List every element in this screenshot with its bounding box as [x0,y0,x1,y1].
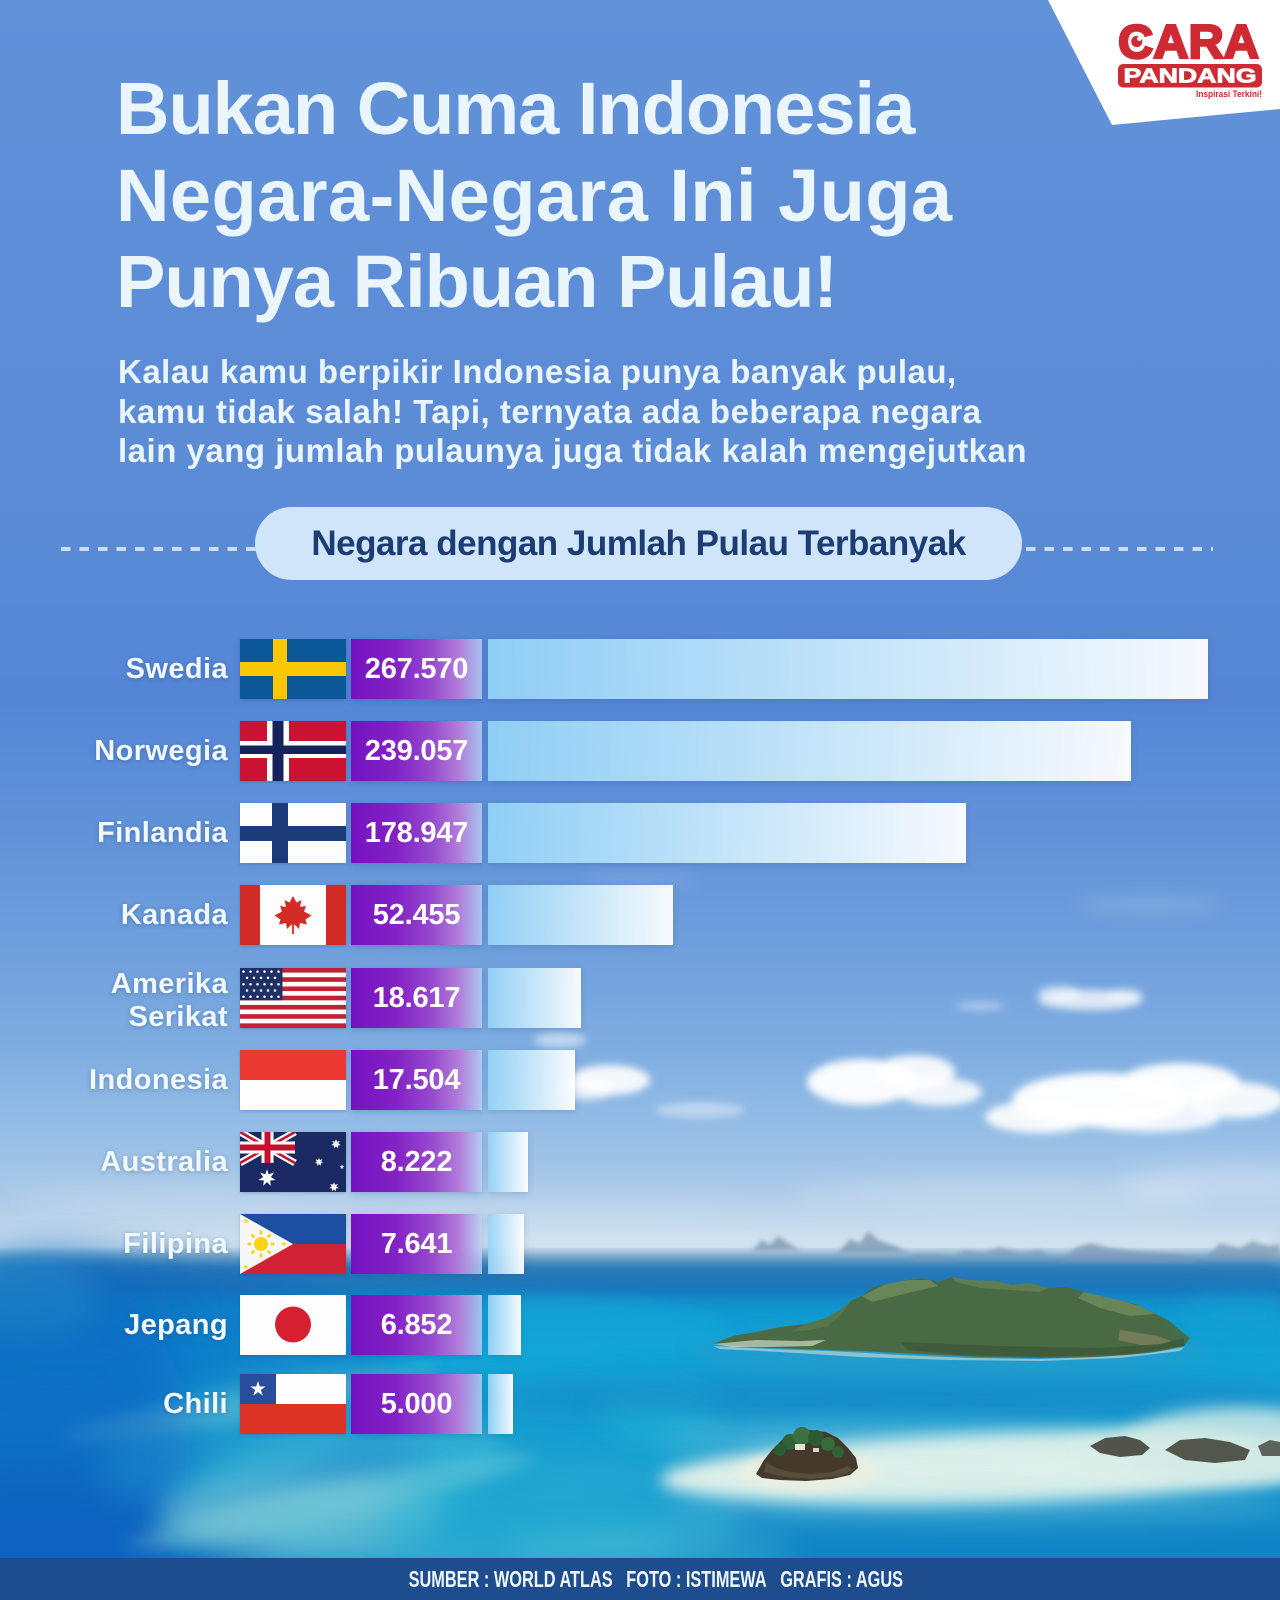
svg-text:Inspirasi Terkini!: Inspirasi Terkini! [1196,89,1262,100]
svg-text:PANDANG: PANDANG [1124,66,1257,88]
